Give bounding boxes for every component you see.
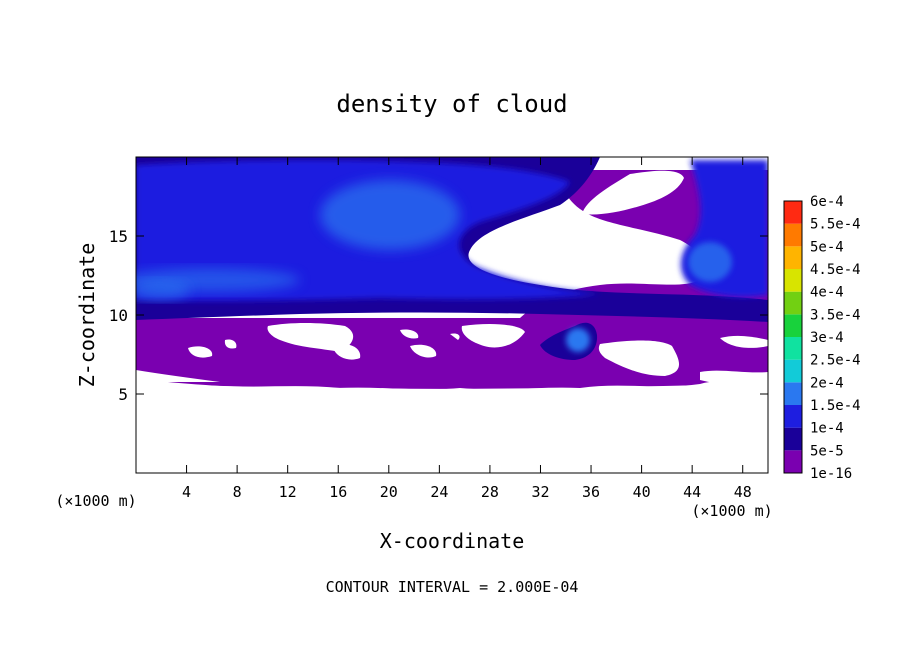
colorbar-label: 3.5e-4 (810, 307, 861, 323)
colorbar-label: 5.5e-4 (810, 217, 861, 233)
x-tick-label: 12 (279, 483, 297, 501)
clear-air (136, 323, 768, 386)
colorbar-label: 6e-4 (810, 194, 844, 210)
cloud-blob-core (566, 328, 590, 352)
x-tick-label: 4 (182, 483, 191, 501)
colorbar-swatch (784, 291, 802, 315)
x-tick-label: 8 (233, 483, 242, 501)
colorbar-swatch (784, 223, 802, 247)
colorbar: 1e-16 5e-5 1e-4 1.5e-4 2e-4 2.5e-4 3e-4 3.5e-4 4… (783, 194, 861, 482)
x-tick-label: 20 (380, 483, 398, 501)
colorbar-swatch (784, 359, 802, 383)
clear-air-upper (582, 170, 684, 215)
colorbar-label: 1e-16 (810, 466, 852, 482)
colorbar-swatch (784, 450, 802, 473)
patch-right (688, 242, 732, 282)
x-unit-right: (×1000 m) (691, 502, 772, 520)
y-tick-label: 10 (109, 306, 128, 325)
y-axis: 5 10 15 (109, 227, 768, 404)
colorbar-frame (783, 200, 803, 474)
colorbar-swatch (784, 269, 802, 292)
clear-air-bottom (136, 382, 768, 473)
colorbar-swatch (784, 337, 802, 360)
colorbar-swatch (784, 405, 802, 428)
colorbar-swatch (784, 427, 802, 451)
colorbar-label: 5e-5 (810, 443, 844, 459)
x-tick-label: 44 (683, 483, 701, 501)
y-tick-label: 5 (118, 385, 128, 404)
colorbar-label: 3e-4 (810, 330, 844, 346)
x-unit-left: (×1000 m) (55, 492, 136, 510)
colorbar-swatch (784, 314, 802, 337)
chart-title: density of cloud (336, 90, 567, 118)
y-tick-label: 15 (109, 227, 128, 246)
colorbar-swatch (784, 382, 802, 405)
colorbar-label: 2.5e-4 (810, 353, 861, 369)
x-axis: 4 8 12 16 20 24 28 32 36 40 44 48 (182, 157, 752, 501)
colorbar-swatch (784, 246, 802, 269)
x-tick-label: 28 (481, 483, 499, 501)
colorbar-label: 2e-4 (810, 375, 844, 391)
colorbar-label: 1e-4 (810, 421, 844, 437)
x-tick-label: 40 (633, 483, 651, 501)
x-tick-label: 24 (430, 483, 448, 501)
y-axis-label: Z-coordinate (75, 243, 99, 388)
contour-interval: CONTOUR INTERVAL = 2.000E-04 (326, 578, 579, 596)
patch-light (136, 280, 190, 300)
colorbar-label: 4.5e-4 (810, 262, 861, 278)
colorbar-label: 4e-4 (810, 285, 844, 301)
colorbar-label: 5e-4 (810, 239, 844, 255)
x-axis-label: X-coordinate (380, 529, 525, 553)
x-tick-label: 36 (582, 483, 600, 501)
heatmap-field (136, 157, 768, 473)
patch-light (320, 180, 460, 250)
colorbar-label: 1.5e-4 (810, 398, 861, 414)
x-tick-label: 16 (329, 483, 347, 501)
x-tick-label: 48 (734, 483, 752, 501)
colorbar-swatch (784, 201, 802, 224)
x-tick-label: 32 (531, 483, 549, 501)
